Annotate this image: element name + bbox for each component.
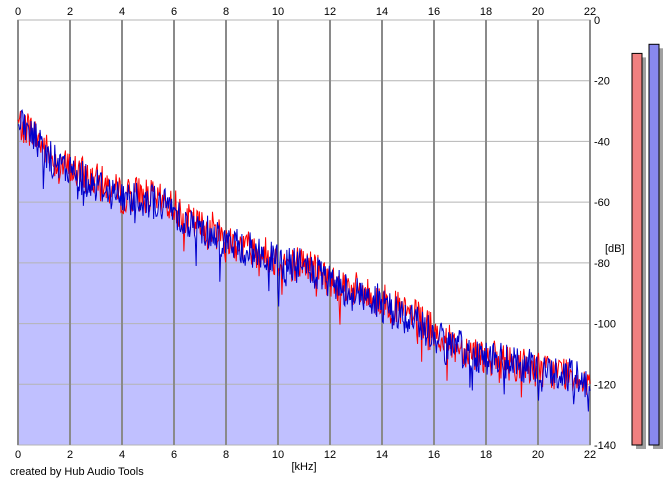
x-tick-label-top: 20 xyxy=(532,6,544,18)
x-tick-label-top: 18 xyxy=(480,6,492,18)
x-tick-label-bottom: 12 xyxy=(324,449,336,461)
x-tick-label-top: 10 xyxy=(272,6,284,18)
x-tick-label-bottom: 8 xyxy=(223,449,229,461)
x-tick-label-top: 8 xyxy=(223,6,229,18)
level-meter-bar xyxy=(648,43,660,446)
y-tick-label: -20 xyxy=(594,76,610,88)
y-tick-label: -120 xyxy=(594,379,616,391)
x-tick-label-bottom: 20 xyxy=(532,449,544,461)
x-tick-label-top: 12 xyxy=(324,6,336,18)
y-axis-label: [dB] xyxy=(605,243,625,255)
x-tick-label-bottom: 0 xyxy=(15,449,21,461)
series-line-blue xyxy=(17,109,591,412)
y-tick-label: -100 xyxy=(594,319,616,331)
x-tick-label-top: 6 xyxy=(171,6,177,18)
y-tick-label: -80 xyxy=(594,258,610,270)
x-tick-label-top: 16 xyxy=(428,6,440,18)
x-tick-label-bottom: 16 xyxy=(428,449,440,461)
x-tick-label-bottom: 2 xyxy=(67,449,73,461)
y-tick-label: -40 xyxy=(594,136,610,148)
x-tick-label-top: 14 xyxy=(376,6,388,18)
credit-text: created by Hub Audio Tools xyxy=(10,466,144,478)
x-tick-label-top: 0 xyxy=(15,6,21,18)
y-tick-label: 0 xyxy=(594,15,600,27)
x-tick-label-bottom: 4 xyxy=(119,449,125,461)
y-tick-label: -140 xyxy=(594,440,616,452)
x-tick-label-bottom: 22 xyxy=(584,449,596,461)
x-tick-label-bottom: 6 xyxy=(171,449,177,461)
level-meter-bar xyxy=(631,52,643,446)
x-tick-label-top: 4 xyxy=(119,6,125,18)
x-tick-label-bottom: 10 xyxy=(272,449,284,461)
y-tick-label: -60 xyxy=(594,197,610,209)
x-axis-label: [kHz] xyxy=(291,461,316,473)
x-tick-label-top: 2 xyxy=(67,6,73,18)
x-tick-label-bottom: 14 xyxy=(376,449,388,461)
x-tick-label-top: 22 xyxy=(584,6,596,18)
x-tick-label-bottom: 18 xyxy=(480,449,492,461)
